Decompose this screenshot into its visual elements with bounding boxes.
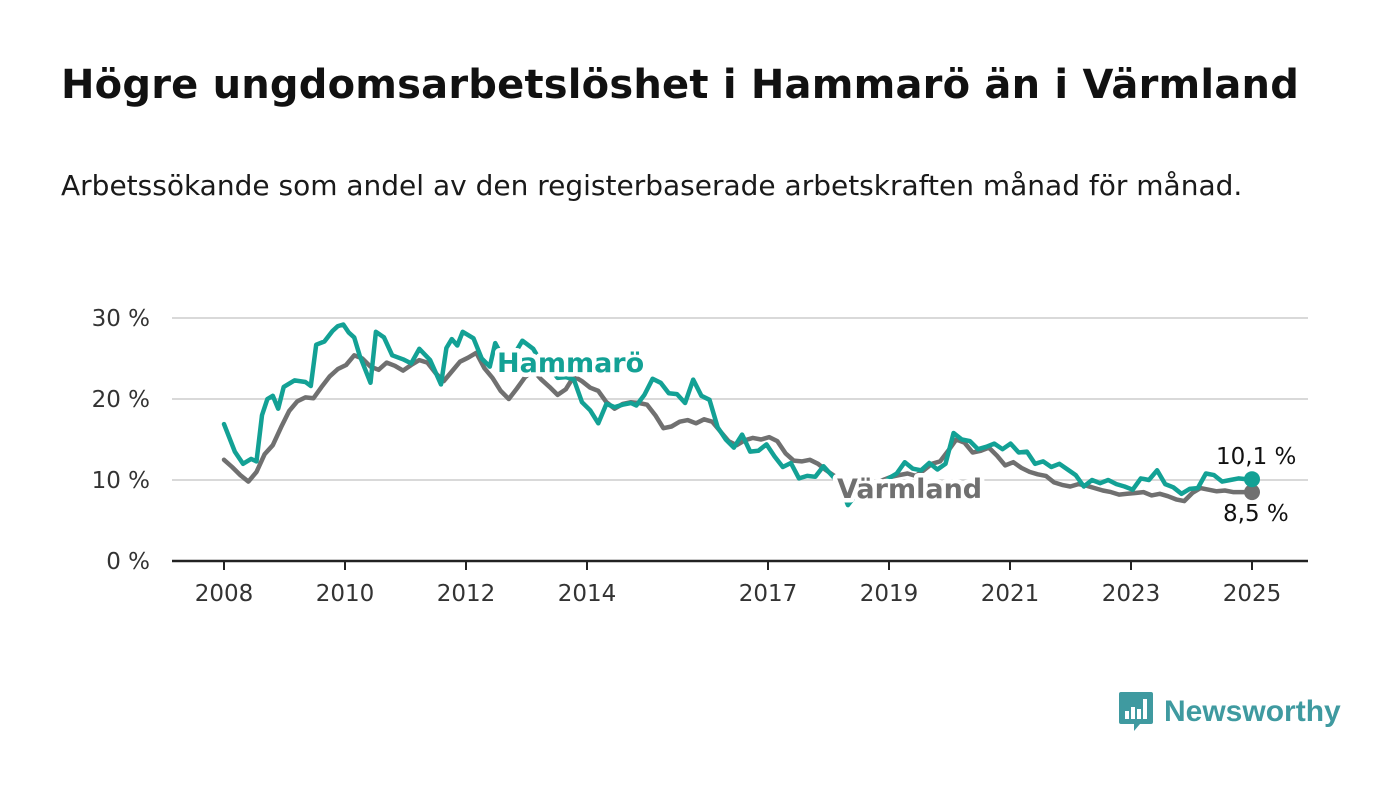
x-tick-label: 2010 xyxy=(316,581,375,607)
chart-title: Högre ungdomsarbetslöshet i Hammarö än i… xyxy=(61,62,1300,108)
y-tick-label: 30 % xyxy=(92,306,150,332)
line-chart: 0 % 10 % 20 % 30 % 2008 2010 2012 2014 2017 2019… xyxy=(92,306,1308,607)
x-axis-ticks: 2008 2010 2012 2014 2017 2019 2021 2023 2025 xyxy=(195,561,1282,607)
series-end-point xyxy=(1244,484,1260,501)
series-line-hammar xyxy=(221,322,1255,508)
x-tick-label: 2012 xyxy=(437,581,496,607)
newsworthy-logo: Newsworthy xyxy=(1118,690,1341,734)
y-tick-label: 10 % xyxy=(92,468,150,494)
bar-chart-speech-bubble-icon xyxy=(1119,692,1153,731)
series-line-vrmland xyxy=(221,350,1255,504)
x-tick-label: 2023 xyxy=(1102,581,1161,607)
series-lines xyxy=(221,322,1260,508)
y-tick-label: 0 % xyxy=(106,549,150,575)
x-tick-label: 2014 xyxy=(558,581,617,607)
end-value-hammaro: 10,1 % xyxy=(1216,444,1296,470)
x-tick-label: 2021 xyxy=(981,581,1040,607)
series-end-point xyxy=(1244,471,1260,488)
y-tick-label: 20 % xyxy=(92,387,150,413)
grid-lines xyxy=(172,317,1308,563)
series-label-varmland: Värmland xyxy=(837,474,982,505)
end-value-varmland: 8,5 % xyxy=(1223,501,1289,527)
series-label-hammaro-halo: Hammarö xyxy=(497,348,644,379)
chart-subtitle: Arbetssökande som andel av den registerb… xyxy=(61,169,1243,202)
series-label-hammaro: Hammarö xyxy=(497,348,644,379)
x-tick-label: 2025 xyxy=(1223,581,1282,607)
x-tick-label: 2017 xyxy=(739,581,798,607)
brand-name: Newsworthy xyxy=(1164,695,1341,728)
y-axis-ticks: 0 % 10 % 20 % 30 % xyxy=(92,306,150,575)
x-tick-label: 2019 xyxy=(860,581,919,607)
series-label-varmland-halo: Värmland xyxy=(837,474,982,505)
x-tick-label: 2008 xyxy=(195,581,254,607)
